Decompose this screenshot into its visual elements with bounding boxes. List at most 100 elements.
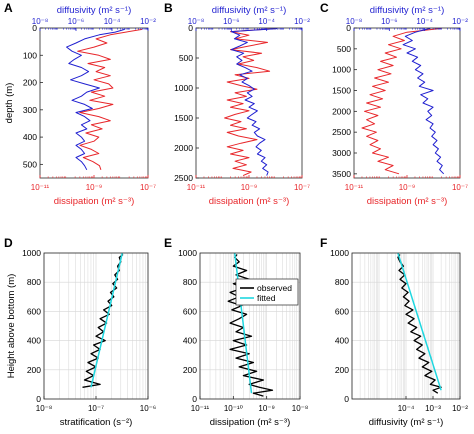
bottom-tick-label: 10⁻⁹ bbox=[86, 183, 103, 192]
bottom-axis-label: dissipation (m² s⁻³) bbox=[367, 196, 448, 207]
bottom-tick-label: 10⁻¹¹ bbox=[31, 183, 50, 192]
panel-letter: F bbox=[320, 236, 327, 250]
y-tick-label: 500 bbox=[179, 53, 193, 63]
diffusivity-profile-line bbox=[230, 28, 278, 176]
y-tick-label: 800 bbox=[335, 277, 349, 287]
y-tick-label: 1000 bbox=[332, 65, 351, 75]
y-axis-label: depth (m) bbox=[4, 83, 15, 124]
y-tick-label: 0 bbox=[36, 394, 41, 404]
top-tick-label: 10⁻² bbox=[294, 17, 310, 26]
x-tick-label: 10⁻¹¹ bbox=[191, 404, 210, 413]
y-tick-label: 2500 bbox=[332, 127, 351, 137]
y-tick-label: 0 bbox=[192, 394, 197, 404]
top-axis-label: diffusivity (m² s⁻¹) bbox=[370, 5, 445, 16]
x-tick-label: 10⁻¹⁰ bbox=[224, 404, 243, 413]
panel-d: D 0 200 400 600 800 1000 10⁻⁸ 10⁻⁷ 10⁻⁶ stratifica… bbox=[4, 236, 156, 428]
x-tick-label: 10⁻⁷ bbox=[88, 404, 104, 413]
panel-c: C 0 500 1000 1500 2000 2500 3000 3500 10⁻¹¹ 10⁻⁹ 10… bbox=[320, 1, 468, 207]
y-tick-label: 1000 bbox=[330, 248, 349, 258]
top-tick-label: 10⁻⁸ bbox=[346, 17, 363, 26]
top-tick-label: 10⁻⁸ bbox=[32, 17, 49, 26]
diffusivity-profile-line bbox=[402, 27, 445, 175]
bottom-tick-label: 10⁻⁹ bbox=[241, 183, 258, 192]
bottom-tick-label: 10⁻¹¹ bbox=[187, 183, 206, 192]
y-tick-label: 2000 bbox=[332, 106, 351, 116]
y-tick-label: 0 bbox=[346, 23, 351, 33]
x-axis-label: dissipation (m² s⁻³) bbox=[210, 417, 291, 428]
y-tick-label: 0 bbox=[344, 394, 349, 404]
bottom-tick-label: 10⁻⁷ bbox=[294, 183, 310, 192]
legend-box bbox=[235, 278, 299, 306]
bottom-tick-label: 10⁻¹¹ bbox=[345, 183, 364, 192]
y-tick-label: 500 bbox=[23, 159, 37, 169]
top-tick-label: 10⁻² bbox=[452, 17, 468, 26]
top-tick-label: 10⁻⁴ bbox=[104, 17, 121, 26]
dissipation-profile-line bbox=[224, 28, 276, 177]
y-tick-label: 600 bbox=[335, 306, 349, 316]
y-tick-label: 3500 bbox=[332, 169, 351, 179]
panel-e: E 0 200 400 600 800 1000 10⁻¹¹ 10⁻¹⁰ 10⁻⁹ 10⁻⁸diss… bbox=[164, 236, 308, 428]
x-tick-label: 10⁻⁹ bbox=[258, 404, 275, 413]
y-axis-label: Height above bottom (m) bbox=[6, 274, 17, 379]
observed-profile-line bbox=[397, 254, 442, 394]
observed-profile-line bbox=[82, 253, 124, 388]
y-tick-label: 800 bbox=[27, 277, 41, 287]
y-tick-label: 2500 bbox=[174, 173, 193, 183]
fitted-profile-line bbox=[397, 252, 442, 391]
y-tick-label: 2000 bbox=[174, 143, 193, 153]
y-tick-label: 3000 bbox=[332, 148, 351, 158]
bottom-tick-label: 10⁻⁷ bbox=[140, 183, 156, 192]
panel-letter: C bbox=[320, 1, 329, 15]
fitted-profile-line bbox=[90, 252, 124, 388]
top-tick-label: 10⁻⁸ bbox=[188, 17, 205, 26]
fitted-profile-line bbox=[233, 252, 253, 394]
top-axis-label: diffusivity (m² s⁻¹) bbox=[212, 5, 287, 16]
dissipation-profile-line bbox=[77, 28, 143, 170]
y-tick-label: 0 bbox=[32, 23, 37, 33]
y-tick-label: 400 bbox=[27, 336, 41, 346]
top-tick-label: 10⁻⁴ bbox=[258, 17, 275, 26]
panel-letter: A bbox=[4, 1, 13, 15]
panel-a: A 0 100 200 300 400 500 10⁻¹¹ 10⁻⁹ 10⁻⁷ dissipatio… bbox=[4, 1, 156, 207]
y-tick-label: 200 bbox=[335, 365, 349, 375]
y-tick-label: 1500 bbox=[332, 86, 351, 96]
top-tick-label: 10⁻⁶ bbox=[68, 17, 84, 26]
top-axis-label: diffusivity (m² s⁻¹) bbox=[57, 5, 132, 16]
top-tick-label: 10⁻² bbox=[140, 17, 156, 26]
plot-frame bbox=[199, 252, 301, 400]
y-tick-label: 600 bbox=[27, 306, 41, 316]
y-tick-label: 0 bbox=[188, 23, 193, 33]
bottom-axis-label: dissipation (m² s⁻³) bbox=[209, 196, 290, 207]
x-tick-label: 10⁻⁸ bbox=[292, 404, 309, 413]
top-tick-label: 10⁻⁶ bbox=[223, 17, 239, 26]
y-tick-label: 600 bbox=[183, 306, 197, 316]
x-axis-label: stratification (s⁻²) bbox=[60, 417, 133, 428]
bottom-axis-label: dissipation (m² s⁻³) bbox=[54, 196, 135, 207]
y-tick-label: 500 bbox=[337, 44, 351, 54]
y-tick-label: 1500 bbox=[174, 113, 193, 123]
y-tick-label: 1000 bbox=[22, 248, 41, 258]
x-tick-label: 10⁻⁸ bbox=[36, 404, 53, 413]
y-tick-label: 1000 bbox=[174, 83, 193, 93]
panel-f: F 0 200 400 600 800 1000 10⁻⁴ 10⁻³ 10⁻² diffusivit… bbox=[320, 236, 468, 428]
top-tick-label: 10⁻⁶ bbox=[381, 17, 397, 26]
x-tick-label: 10⁻⁴ bbox=[398, 404, 415, 413]
x-axis-label: diffusivity (m² s⁻¹) bbox=[369, 417, 444, 428]
bottom-tick-label: 10⁻⁷ bbox=[452, 183, 468, 192]
y-tick-label: 200 bbox=[23, 78, 37, 88]
legend-label-observed: observed bbox=[257, 283, 292, 293]
panel-letter: B bbox=[164, 1, 173, 15]
bottom-tick-label: 10⁻⁹ bbox=[399, 183, 416, 192]
legend-label-fitted: fitted bbox=[257, 293, 276, 303]
y-tick-label: 300 bbox=[23, 105, 37, 115]
x-tick-label: 10⁻³ bbox=[425, 404, 441, 413]
y-tick-label: 200 bbox=[27, 365, 41, 375]
y-tick-label: 200 bbox=[183, 365, 197, 375]
x-tick-label: 10⁻² bbox=[452, 404, 468, 413]
y-tick-label: 100 bbox=[23, 50, 37, 60]
y-tick-label: 1000 bbox=[178, 248, 197, 258]
